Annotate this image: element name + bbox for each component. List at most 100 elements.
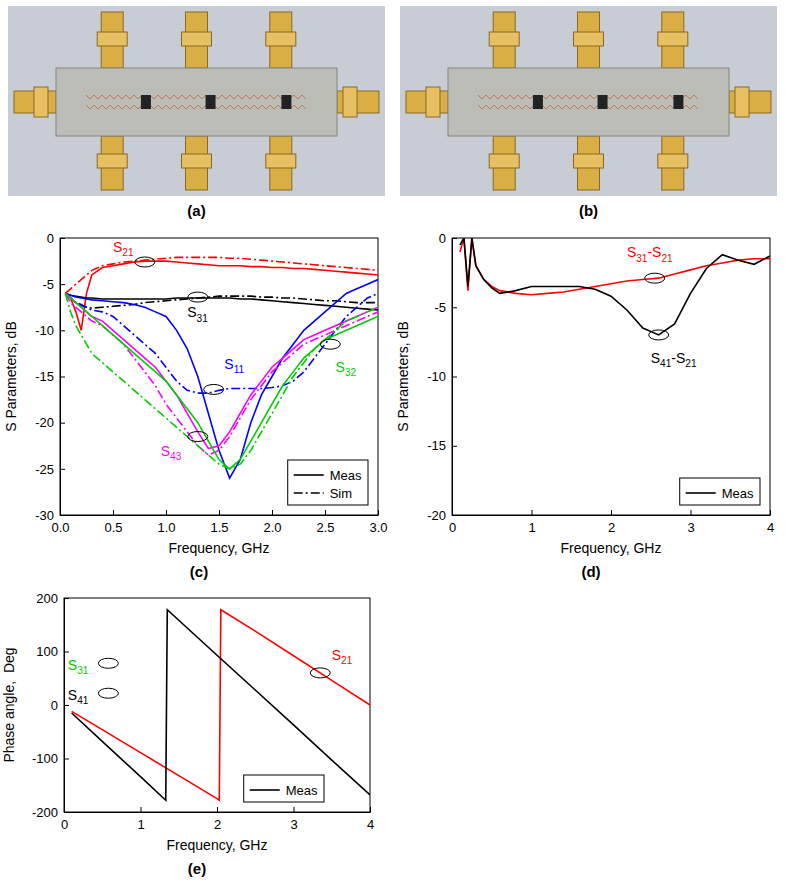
legend-sample [294, 492, 324, 494]
legend-sample [294, 474, 324, 476]
y-axis-title: S Parameters, dB [3, 321, 19, 432]
text-part: 11 [234, 364, 245, 375]
y-tick: -5 [42, 277, 65, 292]
y-tick: -15 [35, 369, 65, 384]
text-part: 21 [685, 358, 697, 369]
y-tick-label: 200 [36, 591, 58, 606]
resistor [141, 95, 151, 109]
x-tick: 0.5 [104, 510, 122, 535]
annotation-label: S41 [68, 687, 89, 706]
y-tick-label: -10 [427, 369, 446, 384]
sma-nut [574, 154, 604, 168]
x-tick: 3 [290, 807, 297, 832]
x-tick-mark [611, 510, 612, 515]
text-part: S [651, 350, 660, 366]
annotation-label: S31 [68, 657, 89, 676]
x-tick-label: 3 [290, 817, 297, 832]
y-tick: 0 [47, 231, 65, 246]
y-tick: -20 [427, 508, 457, 523]
meander-trace [478, 105, 698, 109]
y-tick-mark [64, 812, 69, 813]
text-part: 21 [122, 247, 134, 258]
text-part: S [68, 657, 77, 673]
meander-trace [478, 95, 698, 99]
x-tick-label: 2.0 [263, 520, 281, 535]
plot-frame [60, 238, 378, 515]
series-line [72, 610, 370, 800]
annotation-ellipse [188, 432, 208, 442]
y-tick-mark [64, 705, 69, 706]
sma-nut [266, 32, 296, 46]
annotation-label: S21 [332, 647, 353, 666]
series-line [65, 293, 378, 393]
x-axis: 01234 [61, 807, 374, 832]
annotation-label: S11 [224, 356, 244, 375]
legend: Meas [680, 478, 760, 505]
sma-nut [426, 87, 440, 117]
text-part: S [224, 356, 233, 372]
series-line [65, 293, 378, 468]
sma-nut [182, 154, 212, 168]
annotation-label: S32 [336, 359, 357, 378]
x-tick-mark [219, 510, 220, 515]
x-tick-mark [532, 510, 533, 515]
text-part: -S [647, 244, 661, 260]
annotation-ellipse [98, 688, 118, 698]
x-tick-label: 0.0 [51, 520, 69, 535]
sma-nut [97, 32, 127, 46]
y-tick-mark [60, 238, 65, 239]
annotation-label: S31 [187, 304, 208, 323]
y-tick-mark [60, 330, 65, 331]
y-tick-label: 0 [51, 698, 58, 713]
y-tick: -10 [35, 323, 65, 338]
resistor [598, 95, 608, 109]
resistor [206, 95, 216, 109]
legend-label: Meas [286, 783, 318, 798]
x-tick-mark [166, 510, 167, 515]
y-tick-mark [64, 598, 69, 599]
x-tick-mark [294, 807, 295, 812]
x-axis-line [453, 515, 771, 516]
legend-box [680, 478, 760, 505]
y-tick: -30 [35, 508, 65, 523]
sma-nut [658, 32, 688, 46]
annotation-ellipse [649, 330, 669, 340]
x-tick-label: 4 [367, 817, 374, 832]
text-part: S [187, 304, 196, 320]
x-axis-title: Frequency, GHz [561, 540, 662, 556]
sma-nut [34, 87, 48, 117]
text-part: 32 [345, 367, 357, 378]
y-tick-label: -5 [42, 277, 54, 292]
sma-nut [574, 32, 604, 46]
y-tick: -15 [427, 438, 457, 453]
text-part: 31 [197, 313, 209, 324]
y-tick-label: -15 [35, 369, 54, 384]
y-tick: 100 [36, 644, 69, 659]
series-line [65, 280, 378, 479]
y-tick-label: -15 [427, 438, 446, 453]
annotation-ellipse [98, 658, 118, 668]
text-part: S [68, 687, 77, 703]
x-tick-label: 2 [214, 817, 221, 832]
x-tick-mark [378, 510, 379, 515]
x-tick-mark [370, 807, 371, 812]
x-tick-mark [770, 510, 771, 515]
y-tick-mark [452, 515, 457, 516]
legend: Meas [244, 775, 324, 802]
y-axis-title: S Parameters, dB [395, 321, 411, 432]
panel-label: (d) [581, 563, 600, 580]
y-tick-mark [64, 652, 69, 653]
annotation-ellipse [135, 257, 155, 267]
resistor [673, 95, 683, 109]
y-axis-title: Phase angle, Deg [1, 647, 17, 762]
annotation-ellipse [188, 292, 208, 302]
chart: 0.00.51.01.52.02.53.0-30-25-20-15-10-50F… [3, 231, 388, 580]
chart: 01234-20-15-10-50Frequency, GHzS Paramet… [395, 231, 774, 580]
series-line [460, 238, 770, 335]
y-tick: -100 [32, 751, 69, 766]
annotation-ellipse [320, 339, 340, 349]
text-part: 21 [661, 253, 673, 264]
annotation-label: S31-S21 [627, 244, 673, 263]
text-part: S [627, 244, 636, 260]
y-tick: -25 [35, 461, 65, 476]
